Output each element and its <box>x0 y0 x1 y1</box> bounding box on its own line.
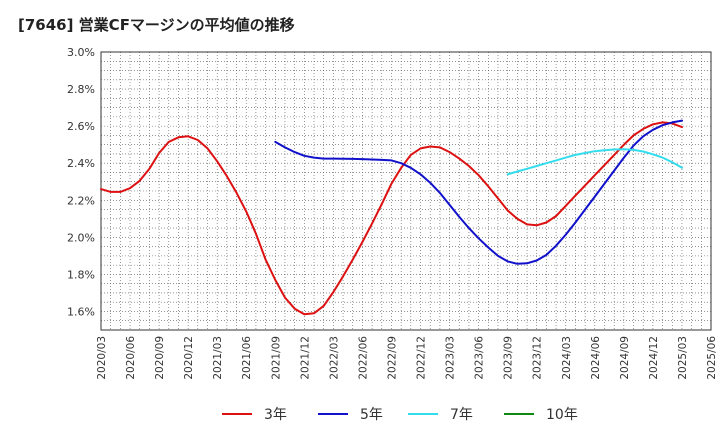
x-tick-label: 2024/03 <box>561 336 573 380</box>
x-tick-label: 2024/12 <box>648 336 660 380</box>
series-line-7年 <box>506 148 683 176</box>
x-tick-label: 2025/06 <box>706 336 718 380</box>
y-tick-label: 1.8% <box>67 268 95 281</box>
x-tick-label: 2020/09 <box>154 336 166 380</box>
plot-area <box>101 52 711 330</box>
legend-label: 10年 <box>546 407 578 423</box>
chart-title: [7646] 営業CFマージンの平均値の推移 <box>18 16 295 34</box>
y-tick-label: 2.0% <box>67 231 95 244</box>
x-tick-label: 2024/09 <box>619 336 631 380</box>
x-tick-label: 2023/03 <box>445 336 457 380</box>
plot-border <box>100 51 712 331</box>
y-tick-label: 2.8% <box>67 83 95 96</box>
x-tick-label: 2022/03 <box>328 336 340 380</box>
x-tick-label: 2023/06 <box>474 336 486 380</box>
y-tick-label: 2.6% <box>67 120 95 133</box>
series-line-5年 <box>274 119 683 265</box>
legend-label: 3年 <box>264 407 287 423</box>
x-tick-label: 2025/03 <box>677 336 689 380</box>
x-tick-label: 2024/06 <box>590 336 602 380</box>
y-tick-label: 2.4% <box>67 157 95 170</box>
series-line-3年 <box>100 121 683 316</box>
x-tick-label: 2023/12 <box>532 336 544 380</box>
legend-label: 5年 <box>360 407 383 423</box>
x-tick-label: 2022/09 <box>386 336 398 380</box>
x-tick-label: 2021/03 <box>212 336 224 380</box>
x-tick-label: 2020/12 <box>183 336 195 380</box>
y-tick-label: 3.0% <box>67 46 95 59</box>
x-tick-label: 2021/09 <box>270 336 282 380</box>
x-tick-label: 2022/12 <box>416 336 428 380</box>
x-tick-label: 2021/12 <box>299 336 311 380</box>
legend-label: 7年 <box>450 407 473 423</box>
x-tick-label: 2023/09 <box>503 336 515 380</box>
x-tick-label: 2020/03 <box>96 336 108 380</box>
x-tick-label: 2022/06 <box>357 336 369 380</box>
x-tick-label: 2020/06 <box>125 336 137 380</box>
x-tick-label: 2021/06 <box>241 336 253 380</box>
y-tick-label: 2.2% <box>67 194 95 207</box>
y-tick-label: 1.6% <box>67 305 95 318</box>
